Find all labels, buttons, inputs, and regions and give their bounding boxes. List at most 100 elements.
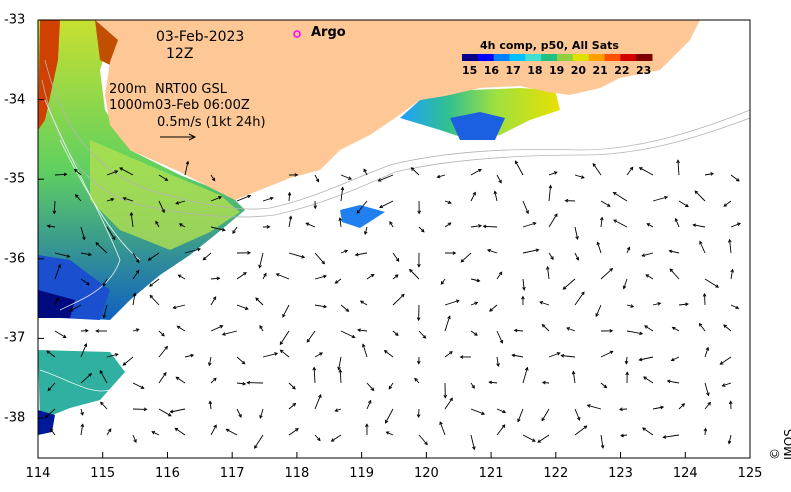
current-vector-head (417, 263, 421, 268)
current-vector (132, 382, 144, 389)
current-vector-head (135, 259, 140, 264)
current-vector (158, 330, 165, 337)
current-vector-head (642, 427, 646, 431)
current-vector (483, 225, 498, 228)
current-vector-head (363, 168, 367, 173)
current-vector (642, 252, 654, 257)
current-vector-head (447, 200, 452, 205)
current-vector-head (522, 286, 526, 291)
current-vector (360, 300, 368, 306)
current-vector (652, 302, 661, 306)
current-vector (522, 249, 539, 254)
current-vector-head (151, 431, 156, 435)
current-vector-head (305, 222, 310, 226)
current-vector (720, 356, 732, 365)
current-vector-head (80, 411, 84, 416)
current-vector (496, 424, 506, 436)
current-vector-head (685, 203, 689, 208)
current-vector-head (620, 433, 624, 438)
current-vector (730, 269, 734, 280)
current-vector (460, 252, 472, 263)
current-vector (366, 274, 375, 280)
current-vector (170, 408, 186, 413)
current-vector (600, 350, 613, 358)
current-vector-head (514, 160, 519, 165)
current-vector (80, 408, 84, 416)
current-vector (645, 274, 654, 280)
current-vector-head (155, 220, 159, 225)
current-vector-head (575, 236, 579, 241)
current-vector-head (548, 184, 553, 189)
current-vector (671, 356, 680, 361)
current-vector (314, 304, 327, 308)
current-vector-head (337, 366, 341, 371)
current-vector-head (643, 376, 647, 380)
current-vector-head (57, 263, 62, 268)
colorbar-title: 4h comp, p50, All Sats (480, 39, 619, 52)
current-vector-head (571, 370, 576, 375)
current-vector (517, 408, 524, 422)
current-vector-head (133, 439, 137, 444)
current-vector-head (681, 403, 686, 407)
current-vector-head (161, 332, 165, 337)
x-tick-label: 114 (25, 466, 51, 481)
current-vector (489, 381, 498, 384)
current-vector (677, 160, 680, 176)
current-vector-head (499, 339, 504, 344)
current-vector-head (143, 407, 148, 412)
current-vector (694, 190, 706, 202)
current-vector-head (176, 325, 181, 330)
y-tick-label: -37 (4, 330, 26, 346)
current-vector (210, 325, 223, 332)
current-vector-head (383, 350, 388, 354)
current-vector-head (208, 400, 213, 405)
colorbar (462, 54, 653, 61)
current-vector-head (111, 236, 116, 241)
current-vector-head (80, 423, 85, 428)
current-vector (728, 434, 732, 444)
current-vector-head (671, 326, 676, 331)
current-vector-head (49, 428, 54, 432)
current-vector-head (361, 343, 366, 348)
current-vector-head (447, 222, 452, 226)
current-vector (184, 248, 201, 254)
current-vector (729, 239, 732, 254)
current-vector-head (705, 346, 710, 351)
current-vector-head (63, 172, 68, 177)
current-vector-head (247, 194, 252, 199)
current-vector-head (481, 411, 486, 415)
current-vector-head (472, 191, 476, 196)
current-vector-head (586, 404, 591, 408)
current-vector-head (221, 332, 226, 336)
current-vector (385, 408, 394, 424)
current-vector-head (694, 190, 699, 195)
current-vector-head (212, 296, 217, 300)
current-vector-head (163, 372, 167, 376)
current-vector (306, 222, 316, 228)
current-vector (542, 381, 550, 384)
current-vector-head (535, 248, 540, 253)
current-vector-head (394, 332, 399, 337)
current-vector-head (161, 209, 165, 214)
current-vector (487, 249, 498, 254)
current-vector-head (263, 272, 267, 277)
current-vector-head (46, 224, 51, 229)
current-vector (54, 173, 67, 176)
current-vector-head (646, 223, 651, 227)
current-vector (444, 351, 453, 358)
current-vector-head (660, 405, 665, 410)
current-vector-head (334, 408, 339, 412)
current-vector-head (511, 353, 516, 358)
current-vector (496, 174, 502, 184)
current-vector (132, 252, 140, 263)
current-vector (335, 278, 342, 284)
current-vector (209, 401, 212, 410)
current-vector (280, 349, 290, 358)
colorbar-swatch (588, 54, 605, 61)
current-vector-head (122, 196, 127, 201)
current-vector (563, 278, 576, 290)
current-vector-head (692, 223, 697, 228)
colorbar-tick-label: 19 (549, 64, 565, 77)
current-vector (288, 216, 292, 228)
current-vector-head (414, 377, 418, 382)
